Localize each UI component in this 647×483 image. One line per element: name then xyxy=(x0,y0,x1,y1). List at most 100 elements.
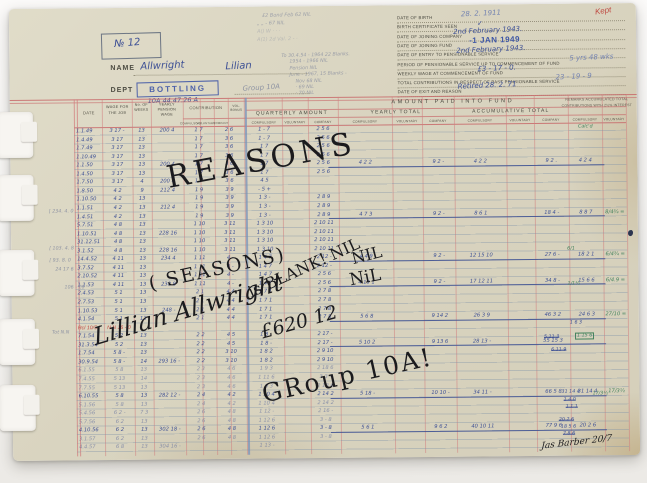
ledger-cell: 5 8 - xyxy=(113,358,126,365)
ledger-cell: 2 9 10 xyxy=(316,348,334,355)
ledger-cell: 13 xyxy=(139,221,146,228)
info-label: DATE OF EXIT AND REASON xyxy=(397,89,462,95)
ledger-cell: 1 3 10 xyxy=(256,229,274,236)
name-last: Allwright xyxy=(140,59,185,73)
ledger-cell: 1.8.50 xyxy=(76,188,94,195)
ledger-cell: 1 9 xyxy=(195,204,204,211)
ledger-cell: 4 6 xyxy=(227,374,236,381)
col-weeks: No. OF WEEKS xyxy=(134,102,149,113)
ledger-cell: 4 4 xyxy=(226,314,235,322)
ledger-cell: 1 7 1 xyxy=(259,306,273,313)
ledger-cell: 3.1.52 xyxy=(77,247,94,255)
ledger-cell: 3 17 xyxy=(111,136,123,143)
annotation-pencil: 106 - 16 xyxy=(64,285,85,291)
pencil-note-top: „ „ - 67 NIL xyxy=(256,20,285,27)
index-tabs xyxy=(0,3,636,432)
ledger-cell: 2 4 xyxy=(196,392,206,399)
ledger-cell: 4 2 xyxy=(113,196,122,203)
ledger-cell: 8/4¾ = xyxy=(605,208,625,215)
ledger-cell: 2 3 xyxy=(196,383,206,390)
ledger-cell: 2.4.53 xyxy=(77,290,95,297)
annotation-cross: 6 11 9 xyxy=(551,347,567,353)
ledger-cell: 5 8 xyxy=(115,367,124,374)
annotations: Calc'd 6/1 1/1½ 1 6 3 5 11 3 1 15 6 6 11 9 31 1… xyxy=(9,3,636,436)
col-wage: WAGE FOR THE JOB xyxy=(106,104,129,115)
ledger-cell: 13 xyxy=(140,367,148,374)
span-header: AMOUNT PAID INTO FUND xyxy=(391,98,515,106)
ledger-cell: 13 xyxy=(138,153,146,160)
ledger-cell: 3 9 xyxy=(225,203,234,210)
ledger-cell: 2.10.52 xyxy=(77,273,98,280)
info-value: 23 - 19 - 9 xyxy=(555,71,592,82)
ledger-cell: 6.1.55 xyxy=(78,367,95,374)
ledger-cell: 6 2 xyxy=(115,427,125,434)
ledger-cell: 13 xyxy=(141,426,148,434)
ledger-cell: 2 3 xyxy=(196,366,205,373)
ledger-cell: 2 16 - xyxy=(318,408,334,415)
ledger-cell: 13 xyxy=(138,170,146,177)
col-pension: YEARLY PENSION WAGE xyxy=(157,102,177,117)
ledger-cell: 4 2 xyxy=(113,204,122,211)
ledger-cell: 4 8 xyxy=(114,247,123,254)
annotation-cross: 7 8 6 xyxy=(562,431,576,437)
annotation-cross: 1 1 1 xyxy=(565,404,578,410)
ledger-cell: 2 8 9 xyxy=(317,194,331,201)
annotation-greenbox: 1 15 6 xyxy=(574,332,595,340)
ledger-cell: 3 - 8 xyxy=(320,433,332,440)
ledger-cell: 13 xyxy=(140,350,147,357)
ledger-cell: 4 xyxy=(140,179,144,186)
ledger-cell: 1 12 6 xyxy=(258,425,276,432)
ledger-cell: 282 12 - xyxy=(158,392,181,399)
ledger-cell: 3 - 8 xyxy=(319,416,332,423)
ledger-cell: 4 2 xyxy=(113,213,122,220)
info-label: BIRTH CERTIFICATE SEEN xyxy=(397,24,458,30)
ledger-cell: 1.4.50 xyxy=(76,170,93,178)
ledger-cell: 4 5 xyxy=(226,340,236,347)
joining-fund-stamp: -1 JAN 1949 xyxy=(469,34,521,46)
ledger-cell: 2 6 xyxy=(197,409,206,416)
remarks-header-line1: REMARKS ACCUMULATED TOTAL xyxy=(565,97,629,102)
ledger-cell: 5 13 xyxy=(113,375,126,382)
ledger-cell: 3 6 xyxy=(224,135,234,142)
ledger-cell: 3 9 xyxy=(225,186,234,193)
ledger-cell: 3.7.52 xyxy=(77,265,94,272)
annotation-cross: 5 11 3 xyxy=(543,334,560,340)
dept-stamp: BOTTLING xyxy=(136,80,219,98)
ledger-cell: 1.1.49 xyxy=(75,128,93,135)
ledger-cell: 228 16 xyxy=(158,230,178,237)
ledger-cell: 13 xyxy=(141,435,148,442)
ledger-cell: 14.4.52 xyxy=(77,256,98,263)
ledger-cell: 2 2 xyxy=(196,349,205,356)
dept-label: DEPT xyxy=(110,86,134,95)
group-accumulative: ACCUMULATIVE TOTAL xyxy=(472,107,550,115)
ledger-cell: 5 1 xyxy=(114,290,123,297)
ledger-cell: 2 6 xyxy=(197,426,206,433)
annotation-pencil: 24 17 6 xyxy=(55,267,74,273)
ledger-cell: 14 xyxy=(140,358,148,365)
ledger-cell: 13 xyxy=(140,392,148,399)
ledger-cell: 293 16 - xyxy=(158,358,181,365)
ledger-cell: 4.4.57 xyxy=(79,444,96,451)
ledger-cell: 30.9.54 xyxy=(78,359,99,366)
sub-column-label: COMPANY xyxy=(314,119,332,124)
ledger-cell: 13 xyxy=(139,255,147,263)
ledger-cell: 3 9 xyxy=(225,195,234,202)
ledger-cell: 3 11 xyxy=(224,220,236,228)
ledger-cell: 4 2 xyxy=(227,400,236,407)
ledger-cell: 234 4 xyxy=(160,255,176,262)
ledger-cell: 1 7 xyxy=(194,144,203,151)
ledger-cell: 5.4.56 xyxy=(78,410,96,417)
ledger-cell: 3 17 xyxy=(111,145,123,152)
ledger-cell: 4 8 xyxy=(227,409,236,416)
group-yearly: YEARLY TOTAL xyxy=(370,109,422,116)
ledger-cell: 2.7.53 xyxy=(77,299,95,306)
ledger-cell: 2 7 8 xyxy=(317,288,332,295)
ledger-cell: 1 3 - xyxy=(258,203,271,210)
ledger-cell: 13 xyxy=(141,444,148,451)
ledger-cell: 1 3 10 xyxy=(256,220,274,227)
ledger-cell: 6/4.9 = xyxy=(605,277,626,284)
annotation-green: 1/1½ xyxy=(567,281,580,287)
ledger-cell: 5 8 xyxy=(115,392,124,400)
